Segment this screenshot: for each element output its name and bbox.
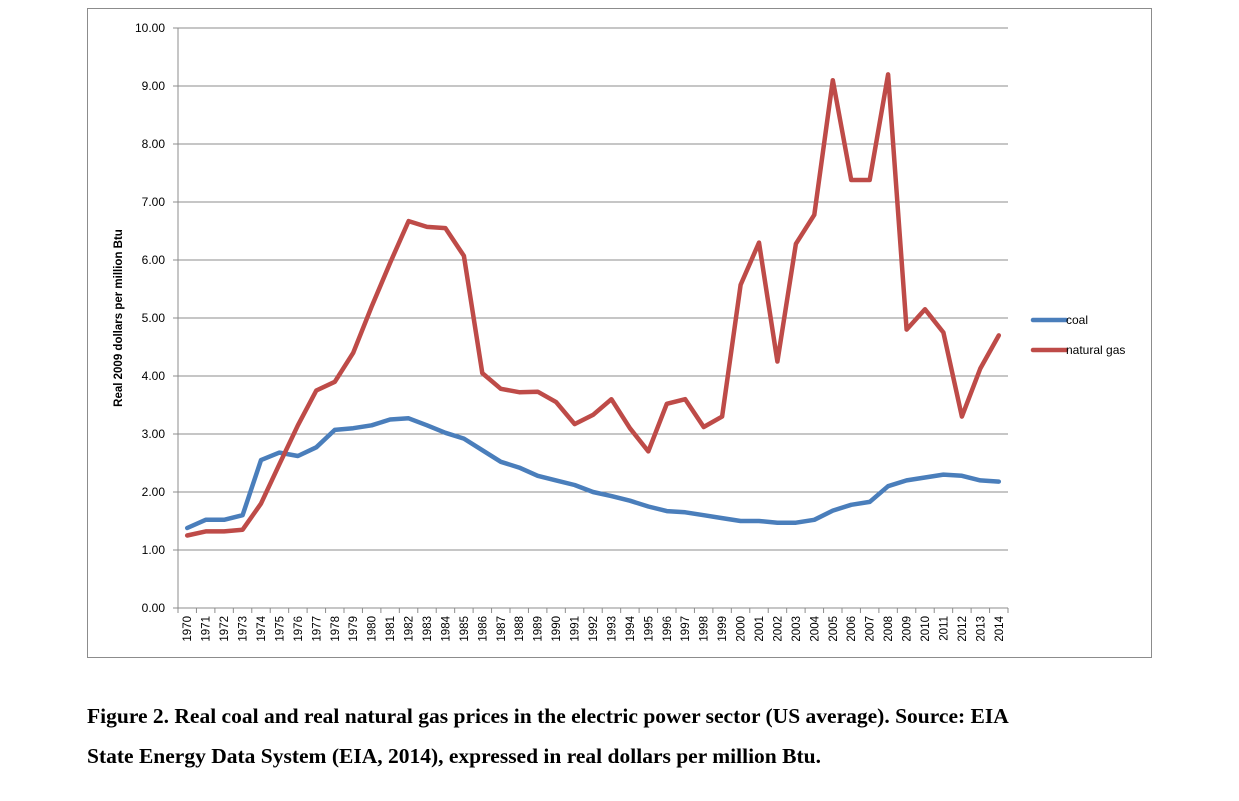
x-tick-label: 2002 [772,616,784,642]
x-tick-label: 1987 [496,616,508,642]
x-tick-label: 1999 [717,616,729,642]
y-tick-label: 0.00 [142,601,166,615]
x-tick-label: 1986 [477,616,489,642]
figure-caption-line-1: Figure 2. Real coal and real natural gas… [87,704,1009,728]
x-tick-labels: 1970 1971 1972 1973 1974 1975 1976 1977 1978 1979… [182,615,1006,641]
x-tick-label: 1982 [404,616,416,642]
y-tick-label: 8.00 [142,137,166,151]
x-tick-label: 1983 [422,616,434,642]
x-tick-label: 2006 [846,616,858,642]
x-tick-label: 1972 [219,616,231,642]
x-tick-label: 1980 [367,616,379,642]
x-tick-label: 2014 [994,615,1006,641]
x-tick-label: 2005 [828,616,840,642]
figure-caption-line-2: State Energy Data System (EIA, 2014), ex… [87,744,821,768]
series-lines [184,72,1002,538]
x-tick-label: 1994 [625,615,637,641]
x-tick-label: 1989 [533,616,545,642]
x-tick-label: 2011 [938,616,950,641]
x-tick-label: 1995 [643,616,655,642]
x-tick-label: 1978 [330,616,342,642]
x-tick-label: 2012 [957,616,969,642]
y-tick-label: 7.00 [142,195,166,209]
gridlines [178,27,1008,551]
x-tick-label: 1981 [385,616,397,642]
x-tick-label: 2009 [902,616,914,642]
chart-frame [87,8,1152,658]
y-tick-label: 6.00 [142,253,166,267]
legend: coal natural gas [1030,313,1125,357]
y-axis-label: Real 2009 dollars per million Btu [113,229,125,407]
x-tick-label: 1979 [348,616,360,642]
x-tick-label: 2008 [883,616,895,642]
x-tick-label: 2013 [975,616,987,642]
x-tick-label: 1988 [514,616,526,642]
x-tick-label: 2004 [809,615,821,641]
x-tick-label: 1991 [570,616,582,642]
x-tick-label: 2007 [865,616,877,642]
x-tick-label: 1975 [274,616,286,642]
x-tick-label: 2010 [920,616,932,642]
x-tick-label: 1976 [293,616,305,642]
x-tick-label: 1997 [680,616,692,642]
x-tick-label: 1993 [606,616,618,642]
x-tick-label: 2001 [754,616,766,642]
x-tick-label: 1977 [311,616,323,642]
legend-label: coal [1066,313,1088,327]
x-tick-label: 1984 [440,615,452,641]
series-line-coal [184,416,1002,531]
y-tick-label: 1.00 [142,543,166,557]
x-tick-label: 1973 [238,616,250,642]
x-tick-label: 2000 [736,616,748,642]
axes [173,27,1009,613]
y-tick-label: 2.00 [142,485,166,499]
x-tick-label: 1970 [182,616,194,642]
x-tick-label: 1971 [201,616,213,642]
x-tick-label: 1998 [699,616,711,642]
y-tick-labels: 0.00 1.00 2.00 3.00 4.00 5.00 6.00 7.00 8.00 9.00… [135,21,165,615]
x-tick-label: 1985 [459,616,471,642]
x-tick-label: 1974 [256,615,268,641]
y-tick-label: 10.00 [135,21,165,35]
x-tick-label: 1990 [551,616,563,642]
y-tick-label: 5.00 [142,311,166,325]
x-tick-label: 1992 [588,616,600,642]
legend-label: natural gas [1066,343,1125,357]
y-tick-label: 9.00 [142,79,166,93]
x-tick-label: 2003 [791,616,803,642]
x-tick-label: 1996 [662,616,674,642]
y-tick-label: 3.00 [142,427,166,441]
y-tick-label: 4.00 [142,369,166,383]
